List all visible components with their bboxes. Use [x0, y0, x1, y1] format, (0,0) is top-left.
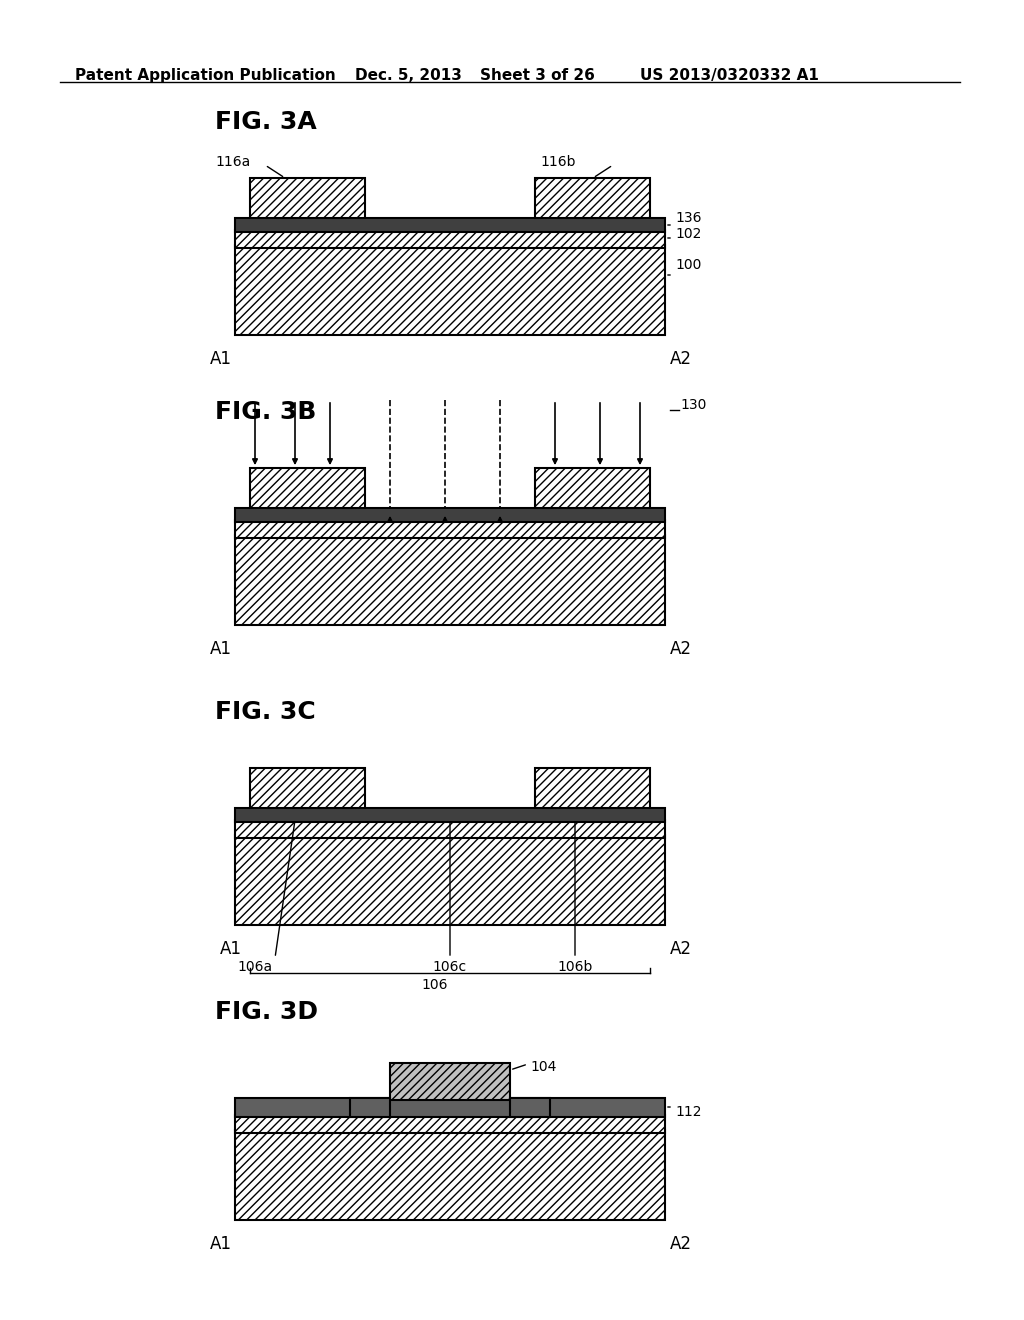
Text: 136: 136	[675, 211, 701, 224]
Text: Dec. 5, 2013: Dec. 5, 2013	[355, 69, 462, 83]
Text: 112: 112	[675, 1105, 701, 1119]
Text: 106b: 106b	[557, 960, 593, 974]
Text: A2: A2	[670, 940, 692, 958]
Bar	[250, 768, 365, 808]
Bar	[535, 469, 650, 508]
Text: FIG. 3A: FIG. 3A	[215, 110, 316, 135]
Bar	[510, 1098, 550, 1117]
Bar	[234, 218, 665, 232]
Bar	[234, 820, 665, 838]
Text: A1: A1	[210, 1236, 232, 1253]
Bar	[350, 1098, 390, 1117]
Bar	[250, 469, 365, 508]
Text: FIG. 3C: FIG. 3C	[215, 700, 315, 723]
Bar	[535, 768, 650, 808]
Text: 100: 100	[675, 257, 701, 272]
Bar	[535, 178, 650, 218]
Text: 106c: 106c	[433, 960, 467, 974]
Bar	[234, 808, 665, 822]
Bar	[234, 836, 665, 925]
Bar	[234, 246, 665, 335]
Text: A2: A2	[670, 640, 692, 657]
Text: US 2013/0320332 A1: US 2013/0320332 A1	[640, 69, 819, 83]
Bar	[234, 230, 665, 248]
Text: 130: 130	[680, 399, 707, 412]
Text: Sheet 3 of 26: Sheet 3 of 26	[480, 69, 595, 83]
Text: FIG. 3D: FIG. 3D	[215, 1001, 318, 1024]
Text: 116a: 116a	[215, 154, 250, 169]
Bar	[234, 1098, 665, 1117]
Bar	[234, 1115, 665, 1133]
Bar	[250, 178, 365, 218]
Bar	[234, 520, 665, 539]
Text: 106a: 106a	[238, 960, 272, 974]
Bar	[234, 535, 665, 624]
Text: A1: A1	[220, 940, 242, 958]
Bar	[390, 1063, 510, 1100]
Text: 106: 106	[422, 978, 449, 993]
Bar	[234, 1130, 665, 1220]
Text: Patent Application Publication: Patent Application Publication	[75, 69, 336, 83]
Bar	[234, 508, 665, 521]
Text: 102: 102	[675, 227, 701, 242]
Text: 104: 104	[530, 1060, 556, 1074]
Text: FIG. 3B: FIG. 3B	[215, 400, 316, 424]
Text: A1: A1	[210, 640, 232, 657]
Text: 116b: 116b	[540, 154, 575, 169]
Text: A2: A2	[670, 350, 692, 368]
Text: A1: A1	[210, 350, 232, 368]
Text: A2: A2	[670, 1236, 692, 1253]
